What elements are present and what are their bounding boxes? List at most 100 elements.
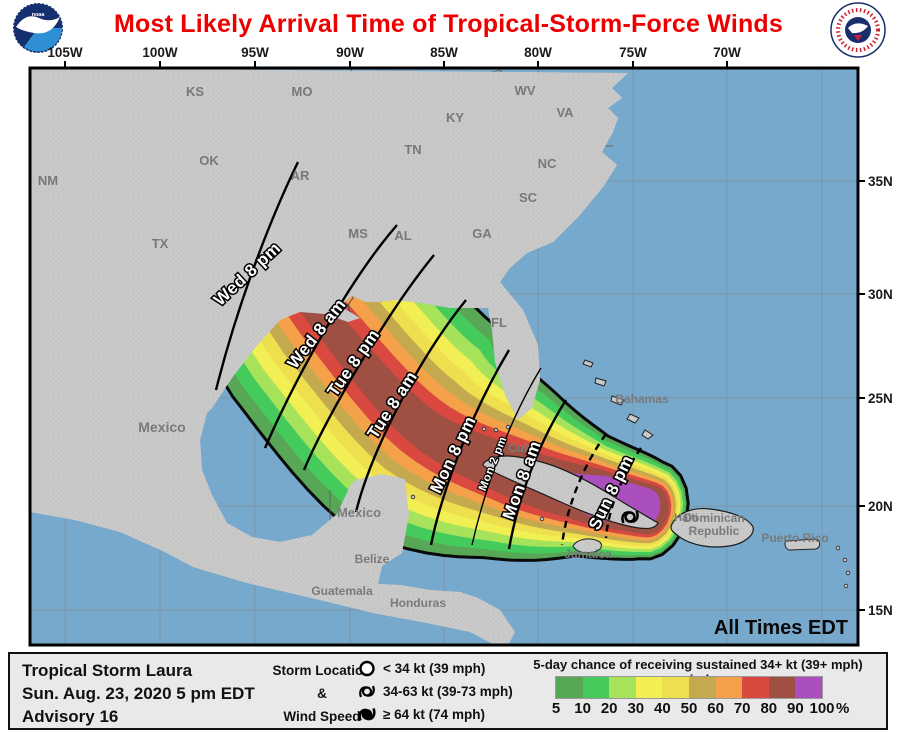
- state-label: SC: [519, 190, 538, 205]
- place-label: Mexico: [138, 419, 185, 435]
- state-label: FL: [491, 315, 507, 330]
- state-label: KY: [446, 110, 464, 125]
- wind-symbol-row: < 34 kt (39 mph): [356, 657, 513, 680]
- page-title: Most Likely Arrival Time of Tropical-Sto…: [113, 10, 784, 38]
- storm-location-header: Storm Location & Wind Speed: [272, 663, 372, 724]
- storm-location-icon: [621, 510, 639, 524]
- state-label: VA: [556, 105, 574, 120]
- scale-color-cell: [795, 677, 822, 698]
- all-times-label: All Times EDT: [714, 617, 848, 639]
- contour-line: [214, 161, 300, 391]
- scale-value: 90: [787, 700, 804, 717]
- place-label: Haiti: [674, 512, 698, 524]
- scale-color-cell: [662, 677, 689, 698]
- storm-name: Tropical Storm Laura: [22, 661, 193, 680]
- scale-color-cell: [582, 677, 610, 698]
- place-label: Cuba: [508, 441, 538, 455]
- scale-value: 50: [680, 700, 698, 717]
- scale-value: 100: [809, 700, 835, 717]
- place-label: Mexico: [337, 505, 381, 520]
- lat-label: 25N: [868, 391, 893, 406]
- scale-bar: [555, 676, 823, 699]
- place-label: Honduras: [390, 596, 446, 610]
- lat-label: 20N: [868, 499, 893, 514]
- state-label: WV: [515, 83, 536, 98]
- scale-value: 5: [551, 700, 561, 717]
- lon-label: 75W: [619, 45, 647, 60]
- scale-color-cell: [768, 677, 796, 698]
- place-label: Guatemala: [311, 584, 373, 598]
- state-label: KS: [186, 84, 204, 99]
- small-islands: [410, 359, 851, 589]
- contour-line: [429, 349, 511, 546]
- scale-color-cell: [635, 677, 663, 698]
- lat-label: 30N: [868, 287, 893, 302]
- wind-speed-key: < 34 kt (39 mph) 34-63 kt (39-73 mph): [356, 657, 513, 726]
- legend-bar: Tropical Storm Laura Sun. Aug. 23, 2020 …: [8, 652, 888, 730]
- open-circle-icon: [359, 660, 375, 677]
- axis-labels: 105W 100W 95W 90W 85W 80W 75W 70W 35N 30N 25N 20N 15…: [47, 45, 892, 618]
- place-label: Bahamas: [615, 392, 669, 406]
- state-label: MO: [292, 84, 313, 99]
- state-label: NC: [538, 156, 557, 171]
- advisory-datetime: Sun. Aug. 23, 2020 5 pm EDT: [22, 684, 255, 703]
- wind-symbol-row: 34-63 kt (39-73 mph): [356, 680, 513, 703]
- state-label: OK: [199, 153, 219, 168]
- scale-value: 10: [574, 700, 591, 717]
- state-label: AR: [291, 168, 310, 183]
- lon-label: 80W: [524, 45, 552, 60]
- contour-line: [354, 299, 467, 513]
- percent-label: %: [836, 700, 850, 717]
- state-label: GA: [472, 226, 492, 241]
- wind-symbol-row: ≥ 64 kt (74 mph): [356, 703, 513, 726]
- map-labels: KS MO NM OK TX AR MS AL TN KY WV VA NC SC GA FL Mexico Me…: [38, 83, 848, 639]
- hurricane-icon: [358, 708, 376, 721]
- scale-color-cell: [688, 677, 716, 698]
- scale-value: 20: [600, 700, 618, 717]
- scale-color-cell: [609, 677, 636, 698]
- lon-label: 85W: [430, 45, 458, 60]
- state-label: AL: [394, 228, 411, 243]
- lon-label: 90W: [336, 45, 364, 60]
- scale-color-cell: [556, 677, 583, 698]
- contour-line: [471, 367, 542, 546]
- scale-value: 80: [760, 700, 778, 717]
- header: noaa Most Likely Arrival Time of Tropica…: [0, 0, 897, 58]
- arrival-time-contours: [214, 161, 642, 550]
- lon-label: 70W: [713, 45, 741, 60]
- contour-line: [302, 254, 435, 471]
- state-label: TX: [152, 236, 169, 251]
- place-label: Belize: [355, 552, 390, 566]
- scale-value: 60: [707, 700, 724, 717]
- scale-value: 30: [627, 700, 645, 717]
- place-label: Puerto Rico: [761, 531, 828, 545]
- state-label: MS: [348, 226, 368, 241]
- lat-label: 15N: [868, 603, 893, 618]
- place-label: Jamaica: [564, 547, 612, 561]
- scale-values: 5 10 20 30 40 50 60 70 80 90 100%: [552, 698, 882, 718]
- state-label: TN: [404, 142, 421, 157]
- lat-label: 35N: [868, 174, 893, 189]
- lon-label: 100W: [142, 45, 178, 60]
- probability-scale: 5-day chance of receiving sustained 34+ …: [514, 657, 882, 718]
- advisory-number: Advisory 16: [22, 707, 119, 726]
- svg-text:noaa: noaa: [32, 12, 46, 18]
- scale-value: 70: [733, 700, 751, 717]
- lon-label: 105W: [47, 45, 83, 60]
- lon-label: 95W: [241, 45, 269, 60]
- contour-line: [604, 447, 642, 539]
- scale-color-cell: [742, 677, 769, 698]
- swath-band: [234, 210, 672, 538]
- contour-line: [507, 399, 568, 550]
- contour-line: [263, 224, 398, 449]
- contour-line: [560, 433, 607, 546]
- nws-logo: [830, 2, 886, 63]
- scale-value: 40: [654, 700, 671, 717]
- scale-title: 5-day chance of receiving sustained 34+ …: [533, 657, 863, 687]
- scale-color-cell: [715, 677, 743, 698]
- noaa-logo: noaa: [12, 2, 64, 59]
- state-label: NM: [38, 173, 58, 188]
- place-label: Dominican Republic: [683, 511, 744, 538]
